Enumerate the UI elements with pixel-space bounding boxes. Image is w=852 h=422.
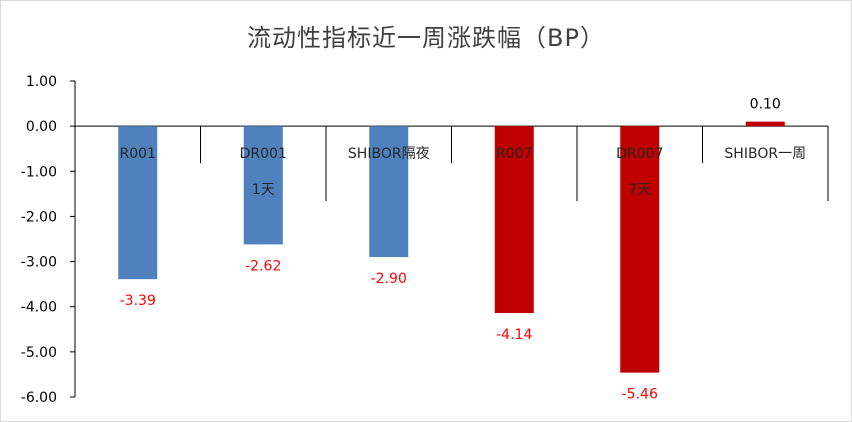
- bar-dr007: [620, 126, 660, 373]
- data-label: 0.10: [750, 97, 781, 113]
- y-tick-label: 0.00: [26, 119, 57, 135]
- data-label: -2.62: [245, 258, 281, 274]
- bar-shibor隔夜: [369, 126, 409, 258]
- axis-layer: 1.00 0.00 -1.00 -2.00 -3.00 -4.00 -5.00 -6.00: [21, 74, 829, 406]
- bar-shibor一周: [745, 121, 785, 127]
- y-tick-label: 1.00: [26, 74, 57, 90]
- category-label: DR007: [616, 146, 663, 162]
- bar-r007: [494, 126, 534, 314]
- chart-title: 流动性指标近一周涨跌幅（BP）: [247, 24, 605, 52]
- category-label: 1天: [252, 182, 275, 198]
- data-label: -4.14: [496, 327, 532, 343]
- bar-r001: [118, 126, 158, 280]
- category-label: DR001: [240, 146, 287, 162]
- bar-dr001: [243, 126, 283, 245]
- y-tick-label: -2.00: [21, 209, 57, 225]
- bar-layer: [118, 121, 785, 373]
- data-label: -5.46: [622, 387, 658, 403]
- category-label: 7天: [628, 182, 651, 198]
- y-tick-label: -5.00: [21, 345, 57, 361]
- category-label: R001: [120, 146, 156, 162]
- y-tick-label: -4.00: [21, 300, 57, 316]
- category-label: SHIBOR隔夜: [348, 146, 430, 162]
- data-label: -2.90: [371, 271, 407, 287]
- category-label: SHIBOR一周: [724, 146, 806, 162]
- category-label: R007: [496, 146, 532, 162]
- y-tick-label: -6.00: [21, 390, 57, 406]
- y-tick-label: -1.00: [21, 164, 57, 180]
- label-layer: R001 DR001 1天 SHIBOR隔夜 R007 DR007 7天 SHIBOR一周 -3…: [120, 97, 807, 403]
- data-label: -3.39: [120, 293, 156, 309]
- y-tick-label: -3.00: [21, 255, 57, 271]
